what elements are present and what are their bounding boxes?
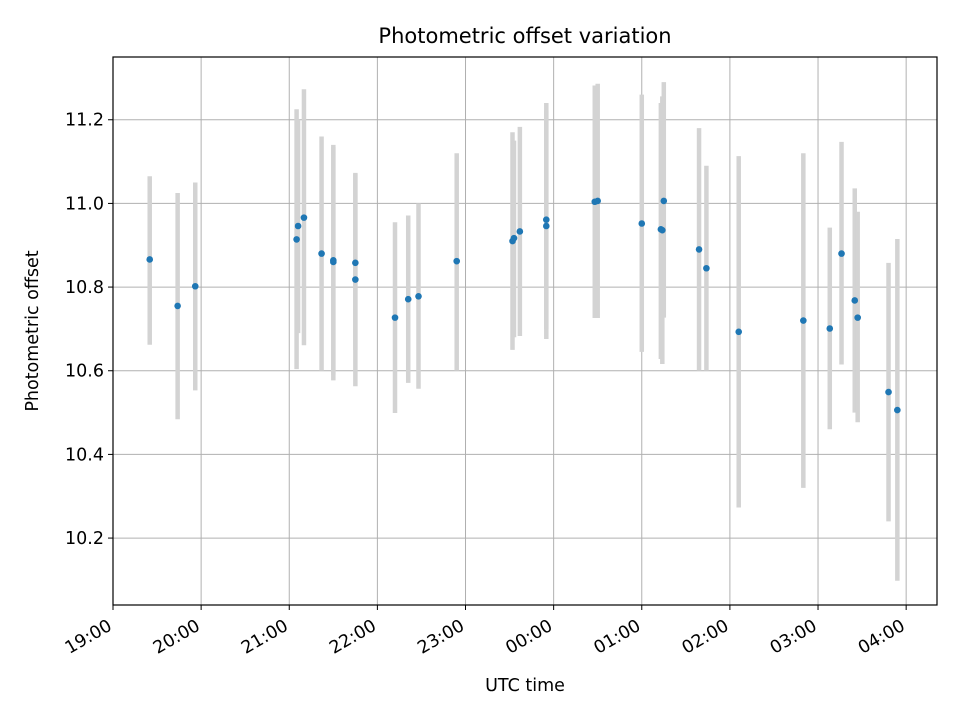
- data-point: [516, 228, 524, 235]
- data-point: [826, 325, 834, 332]
- data-point: [838, 250, 845, 257]
- x-axis-label: UTC time: [485, 676, 565, 696]
- y-tick-label: 10.6: [65, 362, 104, 382]
- data-point: [391, 314, 399, 321]
- data-point: [659, 226, 666, 234]
- y-axis-ticks: 10.2 10.4 10.6 10.8 11.0 11.2: [65, 111, 113, 549]
- data-point: [885, 388, 892, 396]
- data-point: [594, 197, 602, 205]
- data-point: [300, 214, 308, 221]
- data-point: [735, 328, 743, 336]
- data-point: [542, 216, 550, 224]
- data-point: [542, 222, 550, 230]
- y-tick-label: 11.0: [65, 194, 104, 214]
- data-point: [318, 250, 325, 257]
- data-point: [294, 222, 302, 230]
- chart-title: Photometric offset variation: [378, 24, 671, 48]
- data-point: [293, 236, 300, 243]
- y-axis-label: Photometric offset: [23, 250, 43, 411]
- plot-frame: [112, 56, 938, 606]
- data-point: [800, 317, 807, 324]
- data-point: [404, 295, 412, 303]
- data-point: [352, 276, 359, 283]
- data-point: [854, 314, 861, 321]
- data-point: [352, 259, 359, 267]
- grid: [112, 57, 937, 605]
- data-point: [146, 256, 154, 263]
- data-point: [415, 292, 422, 300]
- y-tick-label: 10.8: [65, 278, 104, 298]
- data-point: [894, 406, 901, 414]
- data-point: [510, 234, 518, 242]
- y-tick-label: 11.2: [65, 111, 104, 131]
- data-point: [660, 197, 668, 205]
- data-point: [851, 297, 859, 304]
- y-tick-label: 10.2: [65, 529, 104, 549]
- y-tick-label: 10.4: [65, 445, 104, 465]
- data-point: [453, 257, 461, 265]
- data-point: [330, 257, 337, 264]
- data-point: [695, 246, 703, 253]
- data-points: [146, 197, 901, 414]
- data-point: [703, 264, 710, 272]
- data-point: [191, 282, 199, 290]
- data-point: [638, 220, 646, 227]
- data-point: [174, 302, 181, 310]
